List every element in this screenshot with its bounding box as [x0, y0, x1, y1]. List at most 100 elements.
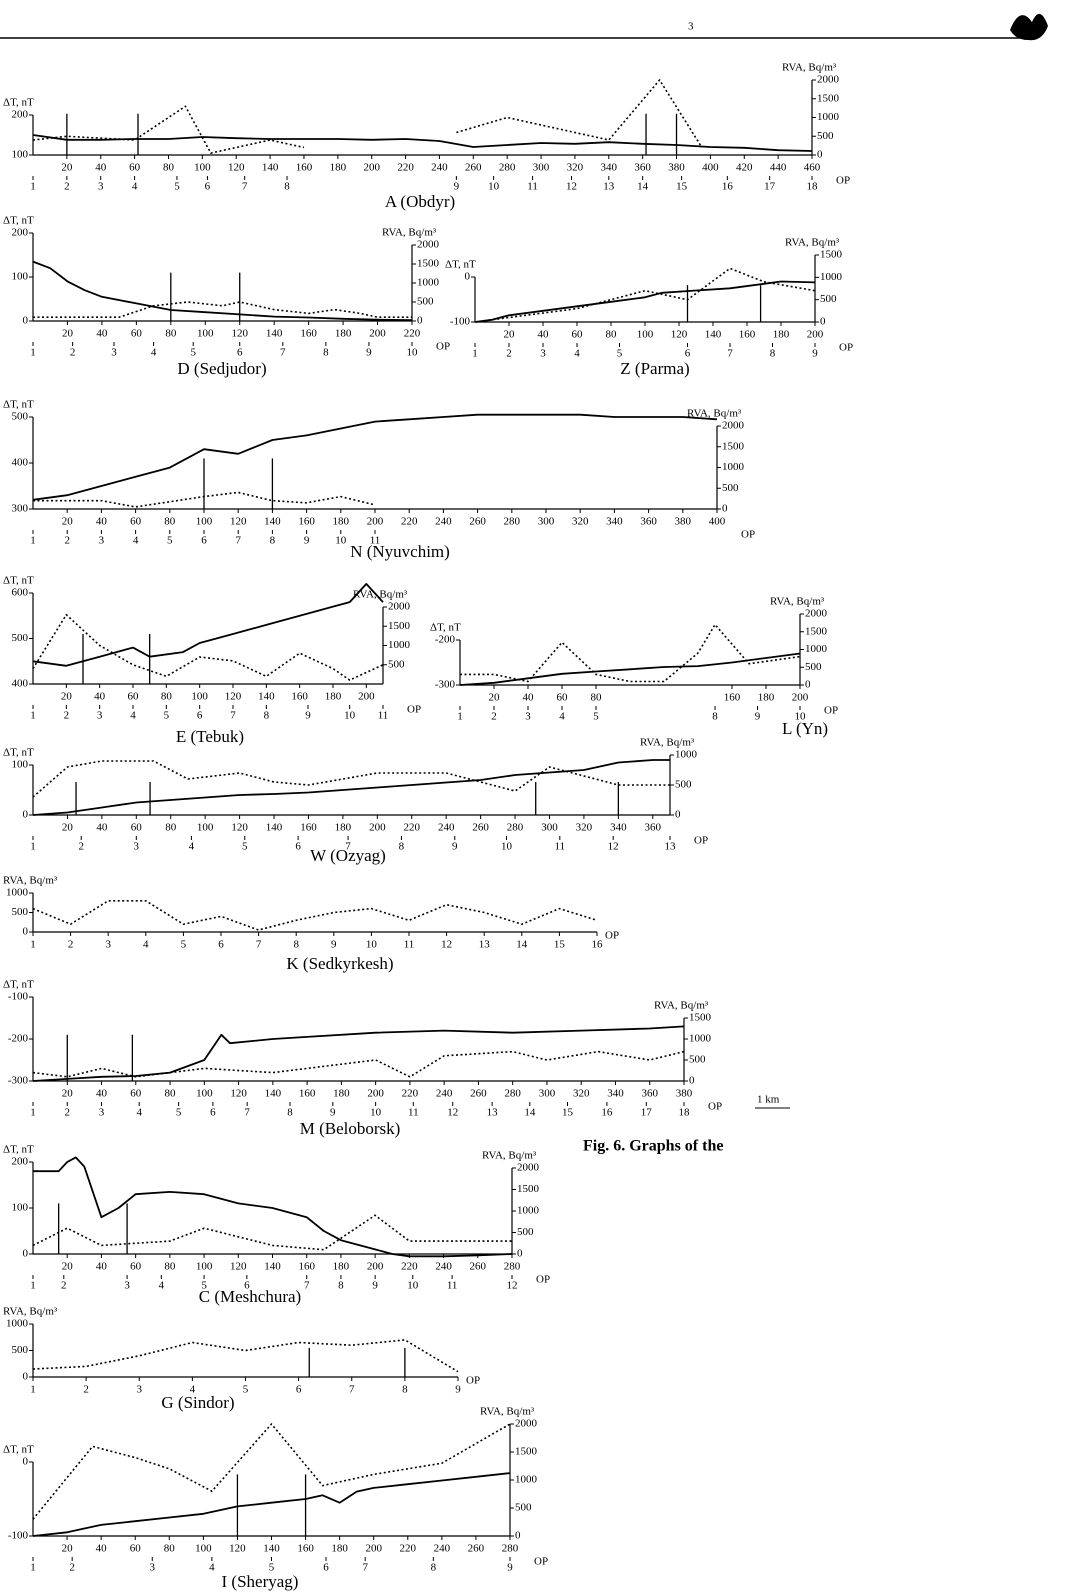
op-tick-label: 3 — [99, 535, 105, 547]
op-tick-label: 9 — [755, 711, 761, 723]
x-tick-label: 4 — [190, 1384, 196, 1396]
x-tick-label: 13 — [479, 939, 491, 951]
y2-tick-label: 1500 — [417, 258, 440, 270]
axis-label: RVA, Bq/m³ — [654, 1000, 709, 1012]
y-tick-label: -200 — [435, 634, 456, 646]
x-tick-label: 220 — [401, 516, 418, 528]
op-tick-label: 8 — [338, 1280, 344, 1292]
op-tick-label: 8 — [284, 181, 290, 193]
chart-title: A (Obdyr) — [385, 192, 455, 211]
x-tick-label: 360 — [645, 822, 662, 834]
x-tick-label: 60 — [572, 329, 584, 341]
y2-tick-label: 500 — [515, 1502, 532, 1514]
op-tick-label: 1 — [30, 1107, 36, 1119]
rva-line — [32, 1423, 511, 1520]
x-tick-label: 180 — [333, 516, 350, 528]
x-tick-label: 260 — [468, 1543, 485, 1555]
y2-tick-label: 0 — [675, 809, 681, 821]
axis-label: ΔT, nT — [3, 1144, 34, 1156]
chart-title: Z (Parma) — [620, 359, 689, 378]
rva-line — [33, 301, 412, 318]
y2-tick-label: 1000 — [722, 461, 745, 473]
y-tick-label: 500 — [12, 411, 29, 423]
y2-tick-label: 1500 — [820, 249, 843, 261]
x-tick-label: 14 — [516, 939, 528, 951]
x-tick-label: 120 — [671, 329, 688, 341]
y2-tick-label: 500 — [417, 296, 434, 308]
op-tick-label: 7 — [242, 181, 248, 193]
y-tick-label: 0 — [465, 271, 471, 283]
x-tick-label: 80 — [165, 1088, 177, 1100]
x-tick-label: 11 — [404, 939, 415, 951]
y-tick-label: 0 — [23, 1248, 29, 1260]
op-tick-label: 12 — [608, 841, 619, 853]
x-tick-label: 260 — [465, 162, 482, 174]
x-tick-label: 6 — [296, 1384, 302, 1396]
y-tick-label: -300 — [8, 1075, 29, 1087]
op-tick-label: 7 — [304, 1280, 310, 1292]
x-tick-label: 460 — [804, 162, 821, 174]
y2-tick-label: 1000 — [689, 1033, 712, 1045]
axis-label: RVA, Bq/m³ — [3, 1306, 58, 1318]
op-tick-label: 4 — [130, 710, 136, 722]
x-tick-label: 220 — [404, 328, 421, 340]
y2-tick-label: 1500 — [517, 1183, 540, 1195]
x-tick-label: 20 — [62, 1088, 74, 1100]
x-tick-label: 7 — [349, 1384, 355, 1396]
op-tick-label: 10 — [407, 347, 419, 359]
x-tick-label: 80 — [164, 1543, 176, 1555]
op-tick-label: 5 — [593, 711, 599, 723]
x-tick-label: 9 — [455, 1384, 461, 1396]
x-tick-label: 120 — [231, 822, 248, 834]
op-tick-label: 16 — [601, 1107, 613, 1119]
op-tick-label: 6 — [685, 348, 691, 360]
x-tick-label: 80 — [165, 822, 177, 834]
axis-label: ΔT, nT — [3, 399, 34, 411]
op-tick-label: 7 — [230, 710, 236, 722]
x-tick-label: 60 — [131, 328, 143, 340]
y2-tick-label: 1000 — [517, 1205, 540, 1217]
op-tick-label: 4 — [574, 348, 580, 360]
op-tick-label: 8 — [270, 535, 276, 547]
x-tick-label: 160 — [297, 1543, 314, 1555]
x-tick-label: 40 — [96, 822, 108, 834]
op-tick-label: 4 — [132, 181, 138, 193]
y2-tick-label: 1500 — [388, 620, 411, 632]
x-tick-label: 180 — [335, 822, 352, 834]
x-tick-label: 6 — [218, 939, 224, 951]
x-tick-label: 15 — [554, 939, 566, 951]
x-tick-label: 300 — [539, 1088, 556, 1100]
x-tick-label: 40 — [96, 1088, 108, 1100]
page-number: 3 — [688, 21, 694, 33]
x-tick-label: 260 — [470, 1088, 487, 1100]
dt-line — [32, 260, 413, 321]
y-tick-label: -200 — [8, 1033, 29, 1045]
x-tick-label: 420 — [736, 162, 753, 174]
y2-tick-label: 0 — [722, 503, 728, 515]
axis-label: RVA, Bq/m³ — [482, 1150, 537, 1162]
op-label: OP — [534, 1556, 548, 1568]
axis-label: ΔT, nT — [3, 575, 34, 587]
op-tick-label: 7 — [345, 841, 351, 853]
chart-title: W (Ozyag) — [310, 846, 386, 865]
op-tick-label: 3 — [150, 1562, 156, 1574]
y-tick-label: 0 — [23, 926, 29, 938]
x-tick-label: 380 — [668, 162, 685, 174]
x-tick-label: 300 — [541, 822, 558, 834]
axis-label: RVA, Bq/m³ — [640, 737, 695, 749]
y2-tick-label: 1500 — [689, 1012, 712, 1024]
op-tick-label: 6 — [323, 1562, 329, 1574]
op-tick-label: 3 — [99, 1107, 105, 1119]
op-tick-label: 9 — [454, 181, 460, 193]
op-tick-label: 8 — [399, 841, 405, 853]
chart-title: D (Sedjudor) — [177, 359, 266, 378]
op-tick-label: 5 — [167, 535, 173, 547]
op-tick-label: 11 — [370, 535, 381, 547]
y2-tick-label: 1000 — [820, 271, 843, 283]
op-tick-label: 2 — [64, 535, 70, 547]
y2-tick-label: 0 — [805, 679, 811, 691]
op-tick-label: 16 — [722, 181, 734, 193]
rva-line — [32, 613, 384, 681]
axis-label: ΔT, nT — [3, 215, 34, 227]
x-tick-label: 120 — [231, 328, 248, 340]
